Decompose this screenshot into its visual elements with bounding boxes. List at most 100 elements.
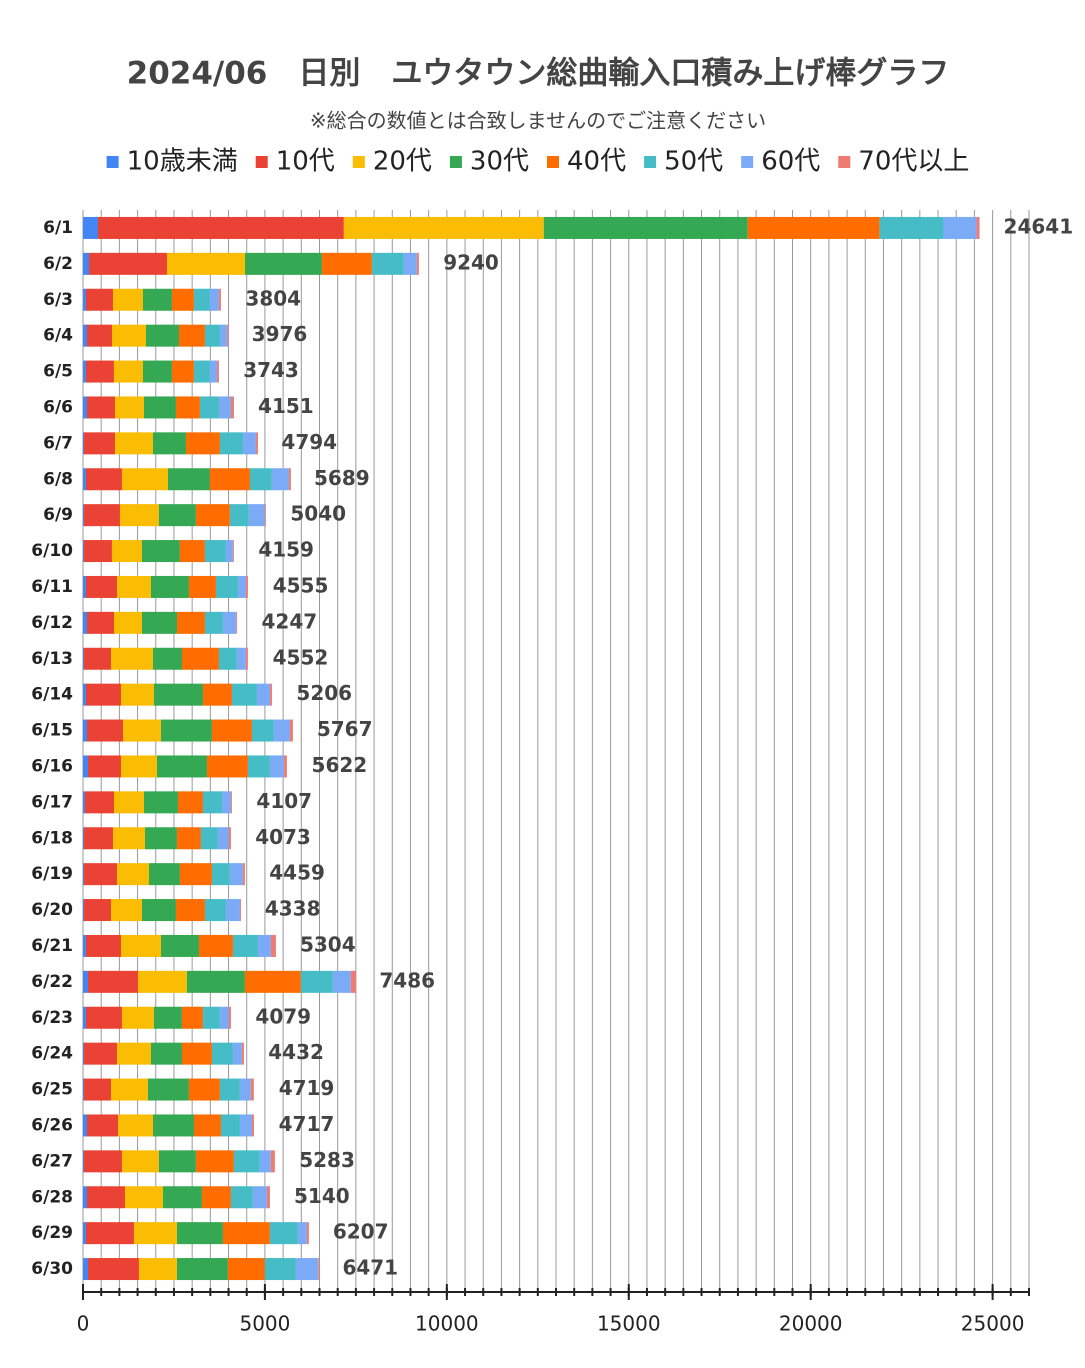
- bar-segment: [188, 1078, 220, 1101]
- bar-segment: [85, 360, 114, 383]
- bar-segment: [83, 1042, 117, 1065]
- x-tick-label: 15000: [597, 1312, 661, 1336]
- bar-segment: [222, 1222, 270, 1245]
- bar-segment: [250, 1078, 254, 1101]
- bar-segment: [204, 324, 220, 347]
- total-label: 5767: [317, 717, 373, 741]
- bar-segment: [188, 575, 216, 598]
- total-label: 7486: [379, 968, 435, 992]
- bar-segment: [245, 575, 248, 598]
- x-tick-label: 20000: [779, 1312, 843, 1336]
- legend-marker: [644, 156, 657, 168]
- bar-segment: [110, 1078, 148, 1101]
- bar-segment: [97, 216, 344, 239]
- bar-segment: [176, 611, 205, 634]
- bar-segment: [120, 934, 161, 957]
- bar-segment: [403, 252, 417, 275]
- y-tick-label: 6/25: [31, 1080, 73, 1100]
- bar-segment: [179, 863, 212, 886]
- y-tick-label: 6/4: [43, 326, 73, 346]
- total-label: 5689: [314, 466, 370, 490]
- total-label: 5622: [312, 753, 368, 777]
- bar-segment: [233, 1150, 260, 1173]
- bar-segment: [113, 360, 143, 383]
- bar-segment: [111, 324, 146, 347]
- bar-segment: [201, 1186, 231, 1209]
- bar-segment: [83, 540, 84, 563]
- total-label: 3804: [245, 286, 301, 310]
- bar-segment: [241, 1042, 244, 1065]
- total-label: 5283: [299, 1148, 355, 1172]
- bar-segment: [87, 1258, 139, 1281]
- bar-segment: [237, 575, 246, 598]
- y-tick-label: 6/22: [31, 972, 73, 992]
- bar-segment: [85, 575, 117, 598]
- bar-segment: [153, 683, 203, 706]
- bar-segment: [225, 540, 233, 563]
- bar-segment: [300, 970, 333, 993]
- total-label: 4073: [255, 825, 311, 849]
- bar-segment: [137, 970, 187, 993]
- bar-segment: [85, 934, 121, 957]
- total-label: 4107: [256, 789, 312, 813]
- y-tick-label: 6/3: [43, 290, 73, 310]
- bar-segment: [879, 216, 944, 239]
- legend-marker: [449, 156, 462, 168]
- total-label: 5304: [300, 932, 356, 956]
- y-tick-label: 6/18: [31, 828, 73, 848]
- bar-segment: [145, 324, 179, 347]
- legend-marker: [255, 156, 268, 168]
- bar-segment: [269, 755, 284, 778]
- bar-segment: [83, 611, 88, 634]
- bar-segment: [83, 1150, 84, 1173]
- bar-segment: [83, 934, 86, 957]
- bar-segment: [114, 432, 153, 455]
- bar-segment: [257, 934, 271, 957]
- bar-segment: [181, 647, 219, 670]
- bar-segment: [176, 1222, 223, 1245]
- total-label: 4247: [262, 609, 318, 633]
- bar-segment: [211, 719, 252, 742]
- bar-segment: [143, 396, 176, 419]
- bar-segment: [83, 647, 84, 670]
- bar-segment: [83, 1150, 122, 1173]
- bar-segment: [83, 468, 86, 491]
- bar-segment: [211, 1042, 233, 1065]
- bar-segment: [218, 647, 237, 670]
- bar-segment: [116, 575, 151, 598]
- y-tick-label: 6/9: [43, 505, 73, 525]
- bar-segment: [120, 683, 154, 706]
- bar-segment: [138, 1258, 177, 1281]
- bar-segment: [83, 1186, 88, 1209]
- bar-segment: [141, 611, 177, 634]
- bar-segment: [121, 1150, 159, 1173]
- bar-segment: [112, 288, 143, 311]
- bar-segment: [306, 1222, 309, 1245]
- bar-segment: [83, 791, 86, 814]
- bar-segment: [218, 396, 231, 419]
- bar-segment: [83, 827, 113, 850]
- bar-segment: [255, 432, 258, 455]
- bar-segment: [167, 468, 210, 491]
- legend-label: 30代: [470, 147, 529, 177]
- bar-segment: [747, 216, 880, 239]
- bar-segment: [232, 934, 258, 957]
- bar-segment: [176, 827, 201, 850]
- bar-segment: [113, 611, 142, 634]
- chart-subtitle: ※総合の数値とは合致しませんのでご注意ください: [310, 109, 766, 133]
- bar-segment: [83, 970, 88, 993]
- total-label: 5206: [296, 681, 352, 705]
- y-tick-label: 6/13: [31, 649, 73, 669]
- bar-segment: [121, 1006, 154, 1029]
- bar-segment: [239, 1114, 252, 1137]
- bar-segment: [220, 1114, 240, 1137]
- x-tick-label: 10000: [415, 1312, 479, 1336]
- total-label: 9240: [443, 250, 499, 274]
- bar-segment: [87, 970, 138, 993]
- y-tick-label: 6/29: [31, 1223, 73, 1243]
- bar-segment: [83, 899, 84, 922]
- bar-segment: [232, 1042, 242, 1065]
- total-label: 4151: [258, 394, 314, 418]
- bar-segment: [297, 1222, 307, 1245]
- bar-segment: [181, 1006, 203, 1029]
